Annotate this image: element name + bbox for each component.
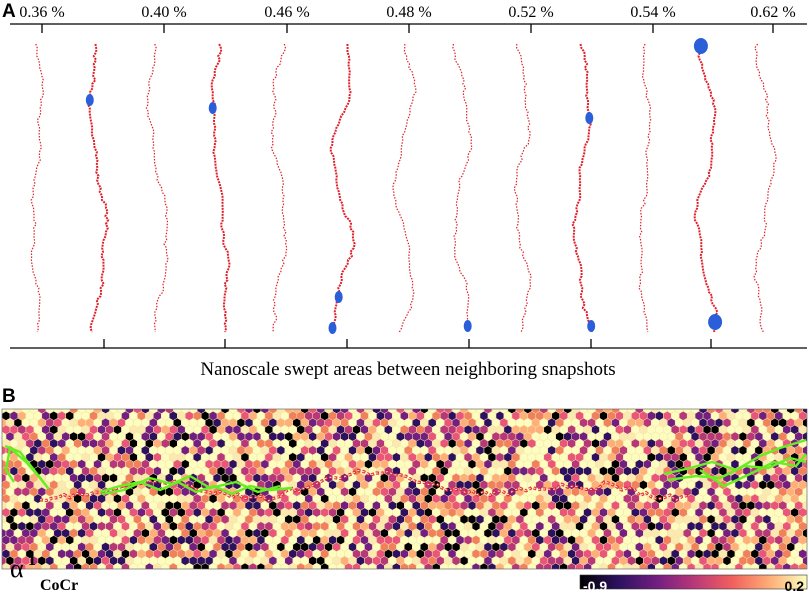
panel-a-caption: Nanoscale swept areas between neighborin… [200,359,615,380]
swept-area-blob [708,314,723,330]
alpha-superscript: 1 [28,552,36,569]
top-axis-labels: 0.36 % 0.40 % 0.46 % 0.48 % 0.52 % 0.54 % 0.62… [19,4,795,21]
swept-area-trace [270,43,288,333]
top-tick-label: 0.46 % [264,4,309,21]
alpha-map-frame [1,408,808,570]
swept-area-trace [452,43,473,333]
top-tick-label: 0.52 % [508,4,553,21]
swept-area-trace [638,43,652,333]
panel-b-letter: B [2,386,16,407]
swept-area-trace [86,43,110,333]
swept-area-blob [328,322,337,334]
top-tick-label: 0.62 % [750,4,795,21]
panel-a-letter: A [2,1,16,22]
swept-area-trace [693,43,719,333]
alpha-subscript: CoCr [40,577,78,594]
dislocation-line [39,468,689,503]
swept-area-trace [392,43,417,333]
swept-area-trace [30,43,45,333]
swept-area-blob [208,102,217,114]
overlay-trajectories [4,438,807,496]
alpha-map [2,409,807,569]
swept-area-blob [334,291,343,303]
swept-area-trace [753,43,777,333]
swept-area-blob [585,112,594,124]
top-tick-label: 0.36 % [19,4,64,21]
swept-area-blob [587,320,596,332]
swept-area-trace [571,43,593,333]
colorbar-max-label: 0.2 [785,578,805,594]
bottom-axis-ticks [103,339,712,348]
colorbar [579,574,808,590]
overlay-trajectory [4,444,50,490]
swept-area-trace [513,43,532,333]
overlay-trajectory [699,453,807,488]
overlay-trajectory [667,456,807,482]
overlay-trajectory [99,480,293,496]
top-tick-label: 0.48 % [386,4,431,21]
top-tick-label: 0.40 % [141,4,186,21]
top-tick-label: 0.54 % [630,4,675,21]
overlay-trajectory [101,474,281,496]
swept-area-blob [463,320,472,332]
colorbar-min-label: -0.9 [583,578,607,594]
atom-cells [2,409,807,569]
swept-area-blob [693,38,708,54]
top-axis-ticks [41,24,774,33]
swept-area-trace [145,43,169,333]
swept-area-trace [210,43,231,333]
alpha-symbol: α [10,554,24,583]
swept-area-traces [30,38,777,334]
swept-area-trace [329,43,356,333]
swept-area-blob [85,94,94,106]
